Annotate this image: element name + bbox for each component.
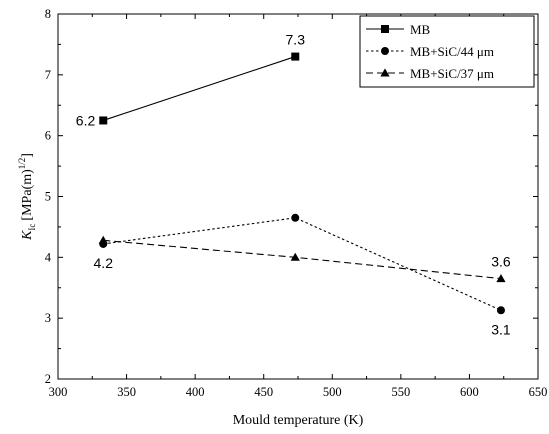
x-tick-label: 350 bbox=[117, 385, 136, 399]
series-2-point bbox=[496, 306, 505, 315]
data-label: 3.6 bbox=[491, 254, 511, 270]
series-line-2 bbox=[103, 217, 502, 311]
x-tick-label: 650 bbox=[529, 385, 548, 399]
series-line-1 bbox=[103, 56, 296, 121]
legend-label-1: MB bbox=[410, 22, 431, 37]
x-tick-label: 400 bbox=[186, 385, 205, 399]
y-axis-title-close: ] bbox=[20, 153, 35, 158]
legend-marker-2 bbox=[381, 47, 389, 55]
y-tick-label: 8 bbox=[45, 7, 51, 21]
series-1-point bbox=[99, 116, 108, 125]
legend-marker-3 bbox=[380, 68, 390, 77]
y-axis-title-unit: [MPa(m) bbox=[20, 169, 35, 221]
y-tick-label: 7 bbox=[45, 68, 51, 82]
data-label: 6.2 bbox=[76, 112, 96, 128]
x-tick-label: 550 bbox=[391, 385, 410, 399]
x-tick-label: 500 bbox=[323, 385, 342, 399]
x-tick-label: 450 bbox=[254, 385, 273, 399]
y-axis-title-symbol: K bbox=[20, 230, 35, 241]
legend-label-2: MB+SiC/44 μm bbox=[410, 44, 494, 59]
y-tick-label: 6 bbox=[45, 129, 51, 143]
data-label: 7.3 bbox=[286, 32, 306, 48]
y-tick-label: 3 bbox=[45, 311, 51, 325]
data-label: 4.2 bbox=[94, 255, 114, 271]
x-tick-label: 300 bbox=[49, 385, 68, 399]
series-3-point bbox=[98, 235, 108, 244]
series-3-point bbox=[290, 252, 300, 261]
x-axis-title: Mould temperature (K) bbox=[233, 413, 364, 428]
y-tick-label: 2 bbox=[45, 372, 51, 386]
y-tick-label: 5 bbox=[45, 190, 51, 204]
y-axis-title-subscript: Ic bbox=[27, 224, 37, 231]
series-3-point bbox=[496, 274, 506, 283]
y-axis-title: KIc [MPa(m)1/2] bbox=[17, 153, 37, 241]
x-tick-label: 600 bbox=[460, 385, 479, 399]
legend-marker-1 bbox=[381, 25, 389, 33]
y-tick-label: 4 bbox=[45, 250, 52, 264]
series-1-point bbox=[291, 52, 300, 61]
y-axis-title-exponent: 1/2 bbox=[17, 158, 27, 170]
series-line-3 bbox=[103, 239, 502, 280]
data-label: 3.1 bbox=[491, 321, 511, 337]
series-2-point bbox=[291, 213, 300, 222]
legend-label-3: MB+SiC/37 μm bbox=[410, 66, 494, 81]
